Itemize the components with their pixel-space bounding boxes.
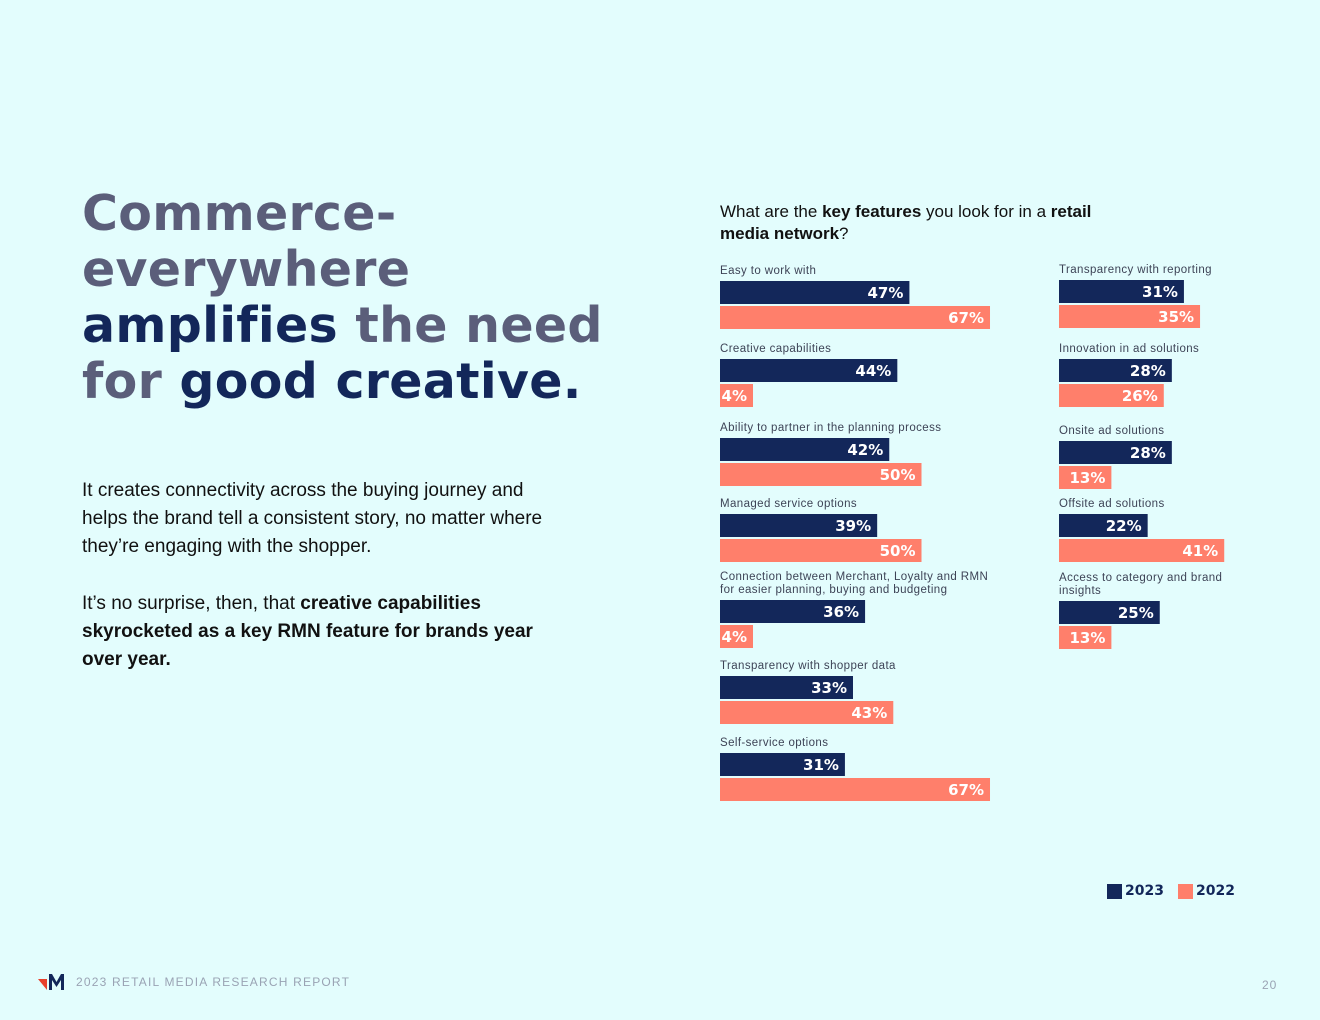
question-bold-1: key features — [822, 202, 922, 221]
data-label-2023: 39% — [835, 517, 871, 535]
bar-group-label: Connection between Merchant, Loyalty and… — [720, 571, 988, 583]
bar-group-label: Easy to work with — [720, 265, 816, 277]
bar-2023 — [720, 753, 845, 776]
bar-2022 — [1059, 466, 1112, 489]
bar-2023 — [720, 438, 890, 461]
chart-question: What are the key features you look for i… — [720, 201, 1100, 245]
legend-swatch-2022 — [1177, 883, 1193, 899]
bar-2023 — [720, 514, 878, 537]
bar-group-label: Creative capabilities — [720, 343, 831, 355]
data-label-2022: 35% — [1158, 308, 1194, 326]
data-label-2022: 41% — [1182, 542, 1218, 560]
bar-group-label: Transparency with shopper data — [720, 660, 896, 672]
data-label-2023: 44% — [855, 362, 891, 380]
legend-item-2023: 2023 — [1107, 883, 1164, 899]
bar-2023 — [1059, 514, 1148, 537]
legend-label-2023: 2023 — [1125, 883, 1164, 899]
bar-2023 — [720, 359, 898, 382]
bar-2022 — [720, 306, 991, 329]
headline-part-4: good creative. — [179, 353, 582, 410]
data-label-2023: 22% — [1106, 517, 1142, 535]
bar-2022 — [720, 384, 753, 407]
data-label-2022: 67% — [948, 309, 984, 327]
headline: Commerce-everywhere amplifies the need f… — [82, 186, 662, 410]
bar-group-label: Access to category and brand — [1059, 572, 1222, 584]
data-label-2023: 28% — [1130, 362, 1166, 380]
headline-part-3: the need for — [82, 297, 603, 410]
bar-2022 — [1059, 305, 1201, 328]
data-label-2023: 31% — [1142, 283, 1178, 301]
bar-2022 — [720, 463, 922, 486]
headline-part-2: amplifies — [82, 297, 339, 354]
bar-group-label: Self-service options — [720, 737, 828, 749]
bar-group-label: Ability to partner in the planning proce… — [720, 422, 941, 434]
brand-logo-icon — [38, 974, 64, 990]
data-label-2022: 4% — [722, 628, 747, 646]
report-title: 2023 RETAIL MEDIA RESEARCH REPORT — [76, 975, 351, 989]
data-label-2022: 50% — [880, 542, 916, 560]
chart-legend: 2023 2022 — [1107, 883, 1235, 899]
legend-item-2022: 2022 — [1177, 883, 1235, 899]
intro-paragraph: It creates connectivity across the buyin… — [82, 480, 543, 557]
conclusion-lead: It’s no surprise, then, that — [82, 593, 301, 614]
data-label-2023: 42% — [847, 441, 883, 459]
bar-group-label: Offsite ad solutions — [1059, 498, 1165, 510]
bar-2023 — [1059, 441, 1172, 464]
bar-2022 — [720, 778, 991, 801]
conclusion-emphasis: creative capabilities skyrocketed as a k… — [82, 593, 533, 670]
data-label-2022: 43% — [851, 704, 887, 722]
bar-group-label: insights — [1059, 585, 1101, 597]
bar-2022 — [720, 539, 922, 562]
data-label-2023: 47% — [868, 284, 904, 302]
footer: 2023 RETAIL MEDIA RESEARCH REPORT — [38, 973, 350, 991]
bar-group-label: Innovation in ad solutions — [1059, 343, 1199, 355]
bar-group-label: for easier planning, buying and budgetin… — [720, 584, 947, 596]
question-text-3: ? — [839, 224, 849, 243]
legend-label-2022: 2022 — [1195, 883, 1235, 899]
bar-2022 — [1059, 384, 1164, 407]
question-bold-2: retail media network — [720, 202, 1092, 243]
headline-part-1: Commerce-everywhere — [82, 185, 411, 298]
bar-2023 — [720, 600, 866, 623]
bar-2023 — [720, 281, 910, 304]
bar-2023 — [1059, 280, 1184, 303]
data-label-2023: 28% — [1130, 444, 1166, 462]
bar-2022 — [1059, 539, 1225, 562]
data-label-2022: 4% — [722, 387, 747, 405]
bar-group-label: Managed service options — [720, 498, 857, 510]
bar-group-label: Transparency with reporting — [1059, 264, 1212, 276]
bar-group-label: Onsite ad solutions — [1059, 425, 1164, 437]
data-label-2022: 50% — [880, 466, 916, 484]
bar-2022 — [1059, 626, 1112, 649]
bar-2023 — [720, 676, 853, 699]
data-label-2023: 25% — [1118, 604, 1154, 622]
page-number: 20 — [1262, 978, 1278, 992]
data-label-2023: 31% — [803, 756, 839, 774]
question-text-1: What are the — [720, 202, 823, 221]
question-text-2: you look for in a — [921, 202, 1051, 221]
bar-2022 — [720, 701, 894, 724]
data-label-2022: 26% — [1122, 387, 1158, 405]
data-label-2023: 36% — [823, 603, 859, 621]
bar-2022 — [720, 625, 753, 648]
bar-2023 — [1059, 359, 1172, 382]
data-label-2022: 13% — [1069, 469, 1105, 487]
data-label-2022: 67% — [948, 781, 984, 799]
data-label-2023: 33% — [811, 679, 847, 697]
data-label-2022: 13% — [1069, 629, 1105, 647]
conclusion-paragraph: It’s no surprise, then, that creative ca… — [82, 590, 562, 674]
bar-2023 — [1059, 601, 1160, 624]
legend-swatch-2023 — [1107, 883, 1122, 899]
